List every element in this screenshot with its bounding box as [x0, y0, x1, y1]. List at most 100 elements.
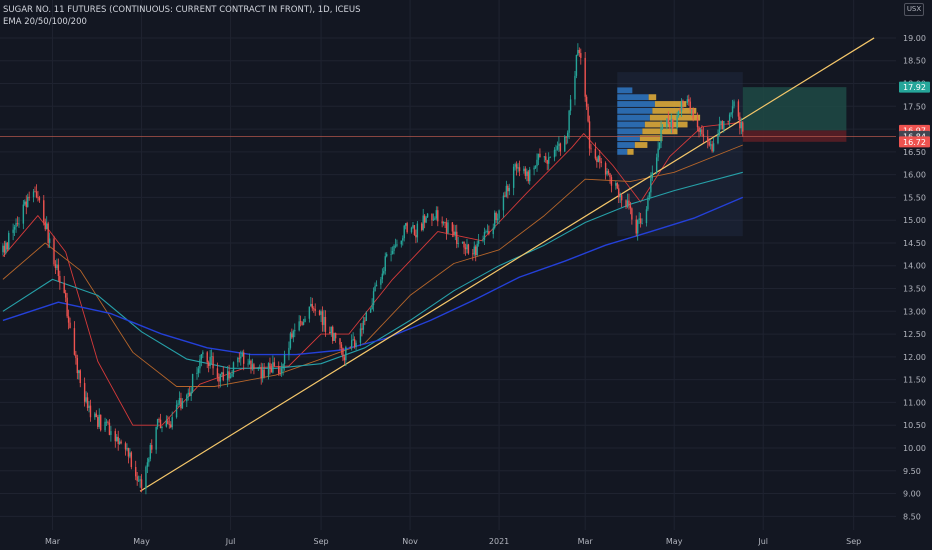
candle-up [650, 178, 652, 193]
candle-up [165, 420, 168, 427]
volume-profile-bar-up [617, 142, 635, 148]
candle-down [34, 191, 36, 193]
long-position-tool[interactable] [742, 87, 847, 142]
candle-down [701, 129, 703, 135]
candle-down [696, 118, 699, 128]
candle-up [139, 479, 141, 481]
indicator-label[interactable]: EMA 20/50/100/200 [3, 17, 87, 27]
volume-profile-bar-down [654, 101, 687, 107]
candle-up [384, 256, 386, 272]
candle-up [517, 167, 519, 169]
candle-down [135, 467, 137, 477]
candle-down [580, 53, 582, 58]
candle-up [660, 127, 662, 143]
candle-down [260, 367, 262, 379]
candle-down [708, 142, 710, 146]
candle-up [15, 223, 17, 227]
volume-profile-bar-up [617, 107, 653, 114]
candle-up [553, 149, 556, 158]
candle-up [477, 240, 480, 244]
candle-down [415, 234, 417, 238]
candle-up [240, 356, 242, 359]
candle-down [228, 371, 230, 379]
candle-up [219, 374, 222, 382]
candle-up [533, 167, 535, 170]
candle-down [311, 303, 313, 309]
candle-down [588, 121, 591, 149]
candle-up [381, 273, 384, 280]
candle-up [359, 328, 362, 343]
candle-down [343, 357, 346, 361]
candle-up [442, 221, 445, 224]
candle-up [526, 171, 528, 176]
trendline[interactable] [139, 37, 875, 492]
candle-up [350, 340, 353, 348]
candle-down [504, 195, 506, 197]
candle-down [339, 338, 341, 345]
candle-down [140, 479, 143, 489]
candle-down [206, 352, 208, 363]
candle-up [651, 172, 653, 179]
candle-down [600, 161, 602, 164]
candle-up [686, 99, 689, 103]
candle-down [711, 144, 713, 152]
candle-up [461, 241, 464, 243]
candle-down [130, 452, 133, 468]
candle-down [151, 445, 153, 450]
time-axis[interactable]: Mar May Jul Sep Nov 2021 Mar May Jul Sep [45, 537, 861, 546]
candle-up [626, 200, 629, 207]
candle-up [404, 223, 407, 226]
candle-up [190, 391, 192, 397]
candle-down [464, 247, 467, 250]
candle-up [523, 168, 525, 172]
candle-up [304, 318, 306, 323]
candle-down [702, 134, 705, 138]
candle-up [416, 223, 419, 238]
candle-up [248, 360, 251, 364]
volume-profile [617, 72, 743, 237]
y-tick-label: 12.00 [903, 353, 926, 362]
candle-up [98, 414, 100, 427]
candle-down [127, 447, 130, 457]
candle-up [5, 242, 7, 253]
trendline-segment[interactable] [139, 37, 875, 492]
candle-up [569, 99, 572, 111]
candle-up [149, 445, 152, 459]
candle-down [180, 398, 182, 409]
candle-down [639, 218, 642, 224]
price-label: 17.92 [903, 83, 926, 92]
candle-up [717, 134, 719, 144]
candle-up [294, 330, 296, 332]
candle-down [453, 231, 455, 235]
candle-up [536, 159, 538, 167]
candle-up [374, 286, 376, 292]
volume-profile-bar-up [617, 121, 645, 128]
candle-down [610, 177, 613, 186]
candle-up [148, 458, 150, 463]
volume-profile-bar-up [617, 114, 650, 121]
currency-badge[interactable]: USX [904, 3, 924, 16]
candle-up [237, 357, 239, 363]
y-tick-label: 19.00 [903, 34, 926, 43]
candle-up [267, 363, 270, 377]
candle-down [688, 99, 690, 102]
candle-up [78, 370, 80, 374]
candle-down [76, 357, 79, 374]
candle-down [421, 223, 423, 230]
candle-up [691, 109, 693, 111]
candle-up [288, 347, 290, 355]
volume-profile-bar-down [634, 142, 648, 148]
volume-profile-bar-down [642, 128, 678, 135]
y-tick-label: 11.00 [903, 398, 926, 407]
price-axis[interactable]: 8.50 9.00 9.50 10.00 10.50 11.00 11.50 12.00 12.… [899, 34, 930, 521]
candle-up [485, 231, 487, 233]
candle-up [680, 100, 683, 112]
candle-down [321, 311, 324, 325]
candle-down [66, 297, 68, 317]
candle-up [670, 119, 672, 127]
ema-20-line [2, 121, 743, 426]
candle-down [329, 331, 331, 334]
candle-up [508, 187, 510, 192]
candle-up [483, 231, 486, 240]
